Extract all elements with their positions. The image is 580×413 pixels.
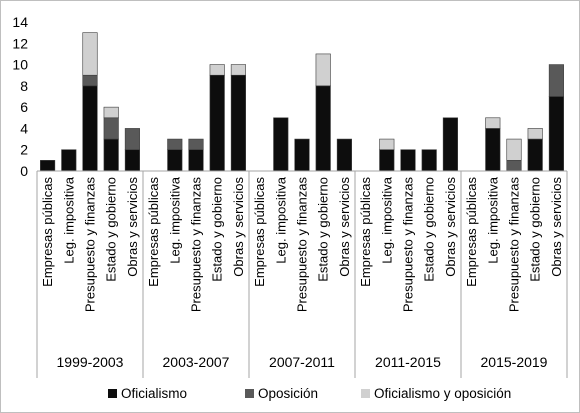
bar-segment-oposición [506, 160, 522, 172]
category-label: Presupuesto y finanzas [507, 177, 522, 313]
category-label: Presupuesto y finanzas [401, 177, 416, 313]
bar-segment-oficialismo [167, 149, 183, 172]
bar-segment-oficialismo [548, 96, 564, 172]
category-label: Obras y servicios [125, 177, 140, 277]
bar-segment-oficialismo [336, 138, 352, 172]
category-label: Leg. impositiva [273, 176, 288, 263]
bar-segment-oficialismo [442, 117, 458, 172]
bar-segment-oficialismo [40, 160, 56, 172]
category-label: Obras y servicios [549, 177, 564, 277]
category-label: Estado y gobierno [422, 177, 437, 282]
bar-segment-oficialismo [400, 149, 416, 172]
y-tick-label: 8 [20, 78, 28, 94]
legend-swatch [245, 389, 254, 398]
category-label: Presupuesto y finanzas [189, 177, 204, 313]
category-label: Empresas públicas [464, 177, 479, 287]
category-label: Obras y servicios [443, 177, 458, 277]
category-label: Estado y gobierno [104, 177, 119, 282]
category-label: Empresas públicas [146, 177, 161, 287]
bars [40, 32, 564, 172]
bar-segment-oposición [548, 64, 564, 97]
bar-segment-oficialismo [82, 85, 98, 172]
period-label: 2007-2011 [269, 354, 335, 370]
category-label: Leg. impositiva [485, 176, 500, 263]
y-tick-label: 10 [12, 57, 28, 73]
y-tick-label: 14 [12, 14, 28, 30]
legend-label: Oficialismo y oposición [374, 386, 511, 401]
bar-segment-oficialismo-y-oposición [315, 53, 331, 87]
bar-segment-oficialismo-y-oposición [230, 64, 246, 76]
category-label: Leg. impositiva [61, 176, 76, 263]
bar-segment-oposición [124, 128, 140, 151]
bar-segment-oficialismo-y-oposición [379, 138, 395, 151]
legend: Oficialismo Oposición Oficialismo y oposic… [108, 386, 511, 401]
bar-segment-oficialismo [209, 74, 225, 172]
bar-segment-oposición [103, 117, 119, 140]
bar-segment-oficialismo [273, 117, 289, 172]
category-label: Empresas públicas [358, 177, 373, 287]
x-axis: Empresas públicas Leg. impositiva Presupue… [36, 170, 568, 378]
y-tick-label: 12 [12, 35, 28, 51]
bar-segment-oficialismo-y-oposición [82, 32, 98, 76]
category-label: Estado y gobierno [316, 177, 331, 282]
bar-segment-oficialismo [230, 74, 246, 172]
category-label: Leg. impositiva [379, 176, 394, 263]
bar-segment-oficialismo [485, 128, 501, 172]
bar-segment-oficialismo [294, 138, 310, 172]
category-label: Estado y gobierno [528, 177, 543, 282]
bar-segment-oposición [188, 138, 204, 151]
category-label: Presupuesto y finanzas [295, 177, 310, 313]
category-label: Estado y gobierno [210, 177, 225, 282]
period-label: 2015-2019 [481, 354, 548, 370]
y-axis: 0 2 4 6 8 10 12 14 [12, 14, 28, 179]
bar-segment-oposición [167, 138, 183, 151]
bar-segment-oficialismo [103, 138, 119, 172]
category-label: Empresas públicas [252, 177, 267, 287]
y-tick-label: 0 [20, 163, 28, 179]
legend-swatch [108, 389, 117, 398]
legend-swatch [361, 389, 370, 398]
category-label: Obras y servicios [337, 177, 352, 277]
legend-label: Oficialismo [121, 386, 187, 401]
bar-segment-oficialismo [61, 149, 77, 172]
bar-segment-oficialismo-y-oposición [103, 106, 119, 119]
bar-segment-oficialismo-y-oposición [527, 128, 543, 140]
category-label: Obras y servicios [231, 177, 246, 277]
bar-segment-oficialismo [527, 138, 543, 172]
bar-segment-oficialismo [421, 149, 437, 172]
y-tick-label: 6 [20, 99, 28, 115]
category-label: Presupuesto y finanzas [83, 177, 98, 313]
bar-segment-oficialismo-y-oposición [209, 64, 225, 76]
bar-segment-oficialismo [315, 85, 331, 172]
bar-segment-oposición [82, 74, 98, 87]
bar-segment-oficialismo [188, 149, 204, 172]
category-label: Empresas públicas [40, 177, 55, 287]
legend-label: Oposición [258, 386, 318, 401]
category-label: Leg. impositiva [167, 176, 182, 263]
bar-segment-oficialismo [379, 149, 395, 172]
bar-segment-oficialismo [124, 149, 140, 172]
period-label: 2011-2015 [375, 354, 441, 370]
y-tick-label: 2 [20, 142, 28, 158]
bar-segment-oficialismo-y-oposición [485, 117, 501, 129]
period-label: 1999-2003 [57, 354, 124, 370]
period-label: 2003-2007 [163, 354, 230, 370]
y-tick-label: 4 [20, 120, 28, 136]
bar-segment-oficialismo-y-oposición [506, 138, 522, 161]
